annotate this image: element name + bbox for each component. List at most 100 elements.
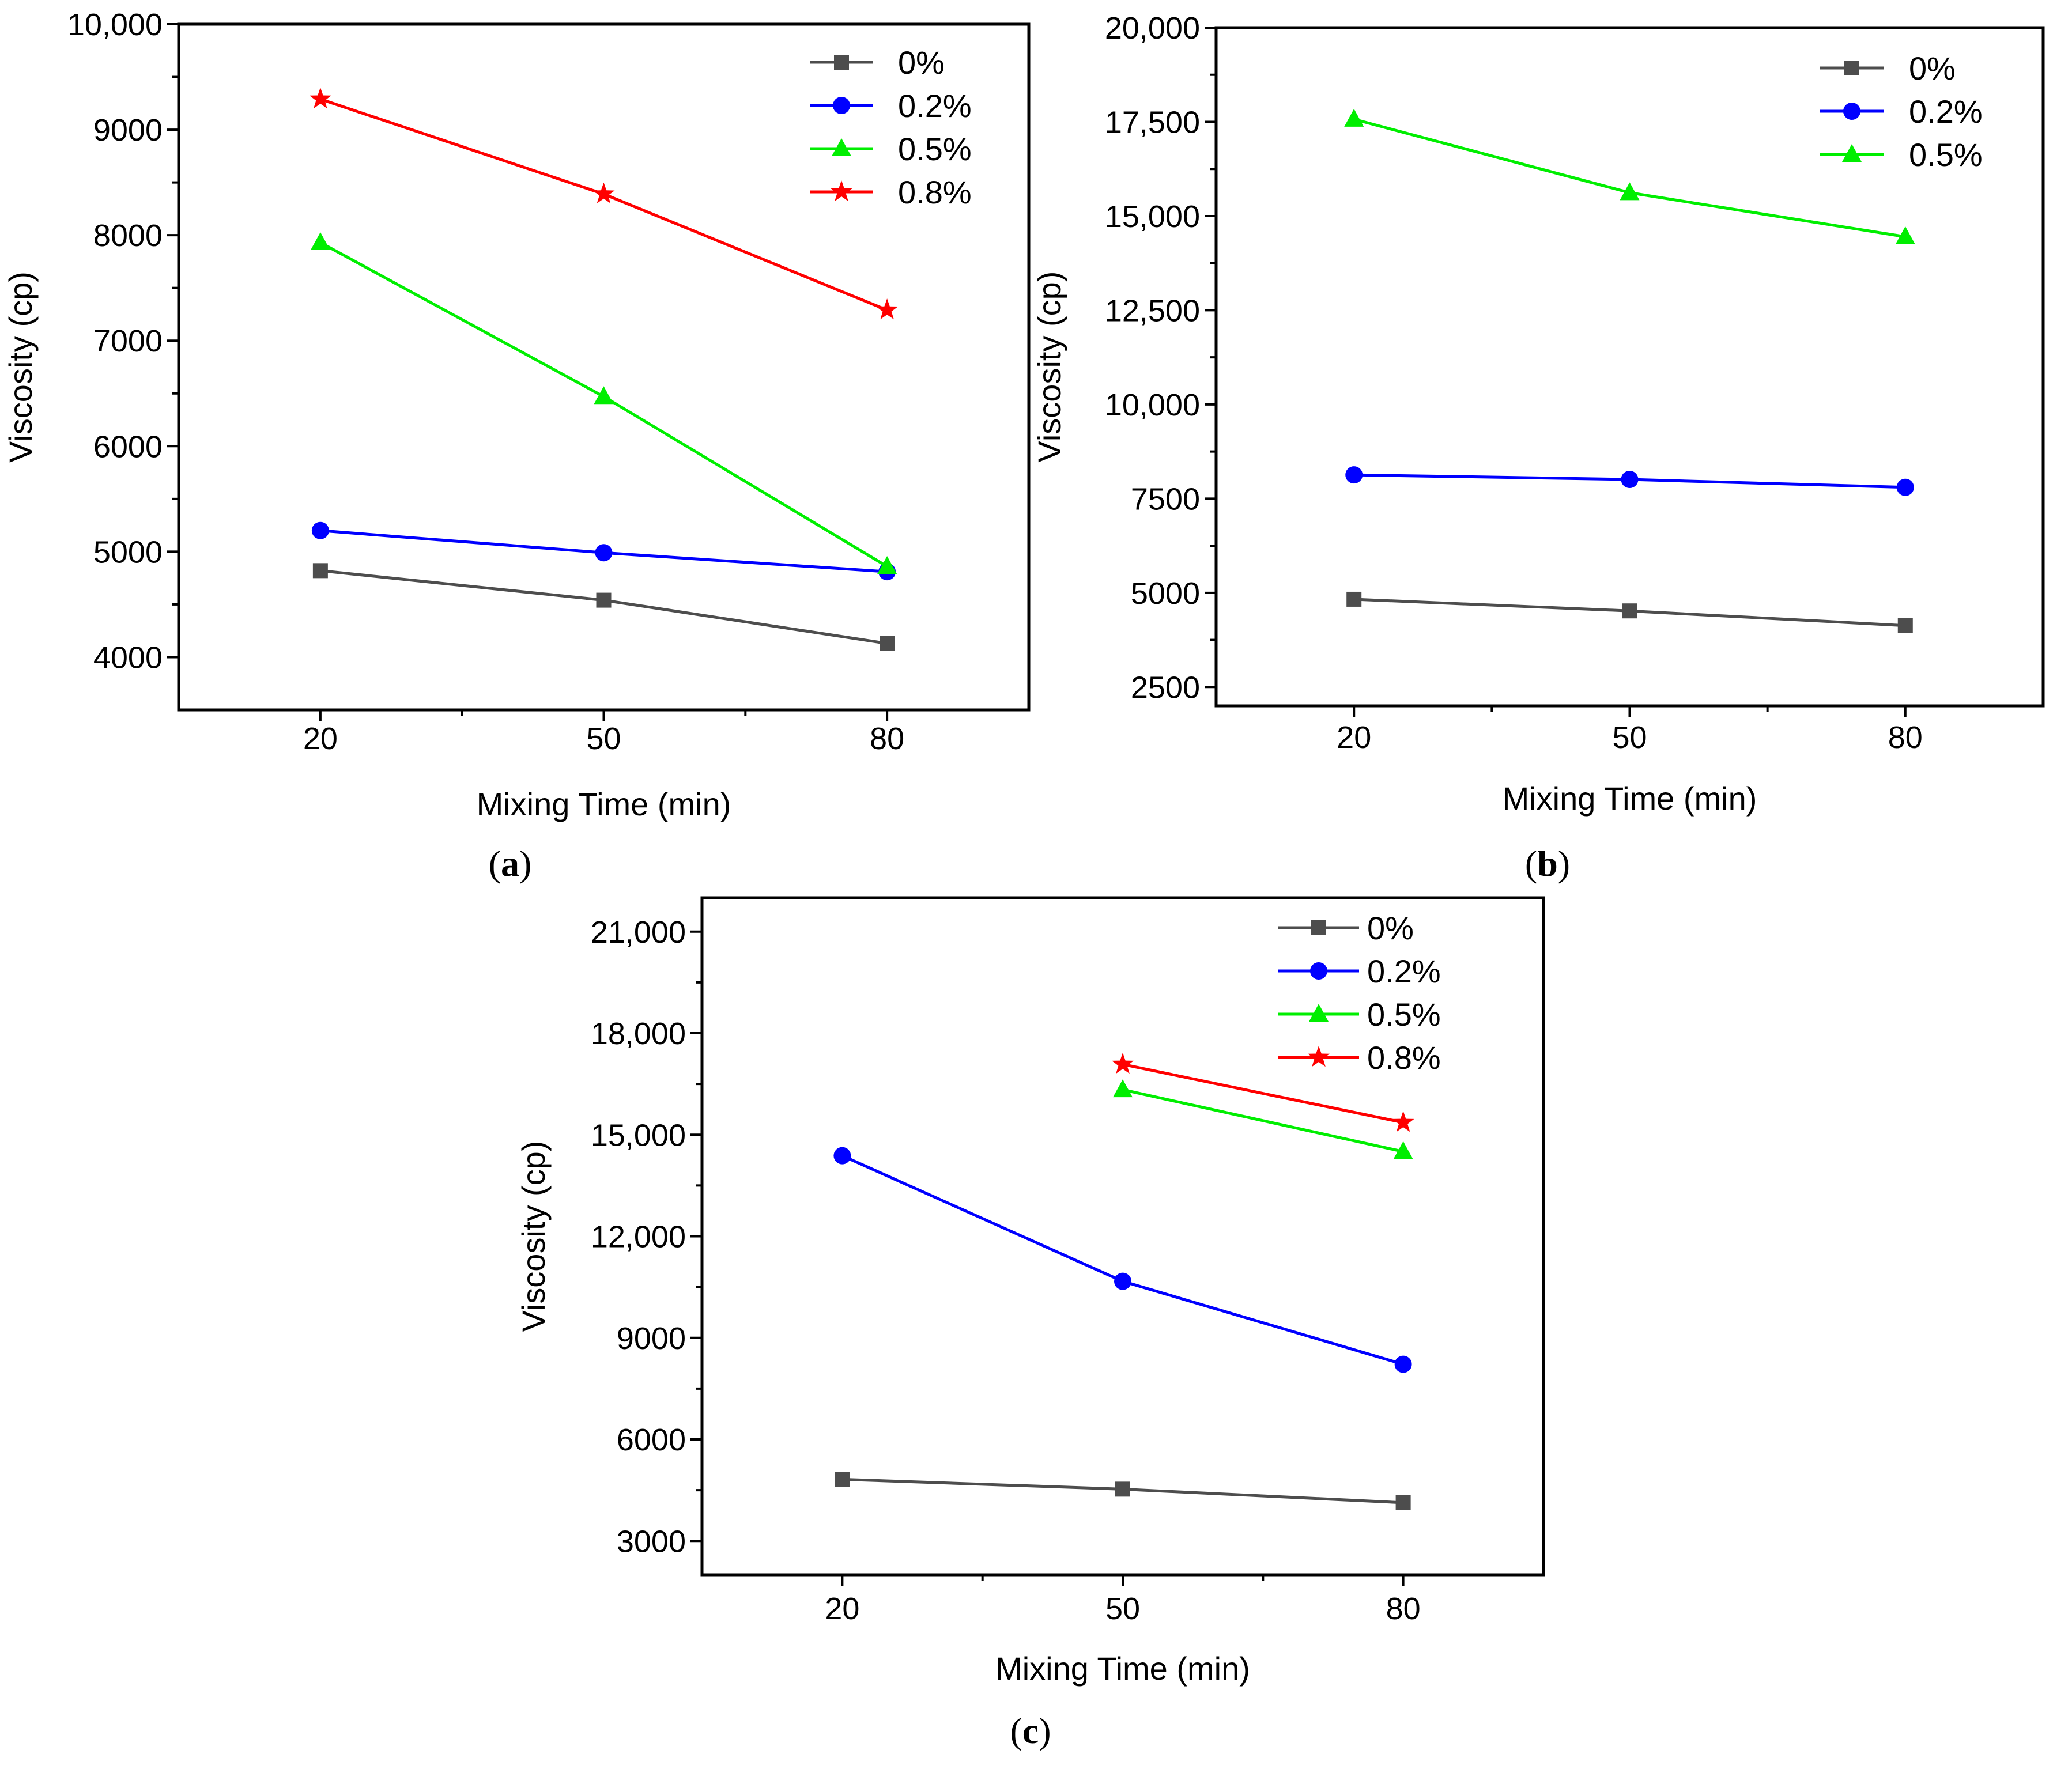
legend-entry: 0.5% (1820, 137, 1983, 173)
y-axis-title: Viscosity (cp) (2, 271, 39, 463)
data-point (1896, 478, 1914, 496)
legend-marker (1308, 1046, 1330, 1067)
x-tick-label: 20 (825, 1592, 859, 1626)
legend-entry: 0% (1820, 50, 1956, 86)
data-point (880, 636, 895, 651)
y-tick-label: 5000 (93, 535, 163, 569)
legend-label: 0.2% (1909, 93, 1983, 130)
legend-marker (1842, 144, 1862, 162)
legend-marker (1310, 962, 1327, 980)
y-tick-label: 3000 (617, 1524, 686, 1559)
y-tick-label: 4000 (93, 640, 163, 675)
data-point (1393, 1141, 1413, 1159)
data-point (1114, 1272, 1131, 1290)
x-tick-label: 80 (870, 721, 904, 756)
data-point (1392, 1111, 1414, 1132)
y-axis-title: Viscosity (cp) (515, 1141, 552, 1332)
y-tick-label: 12,500 (1105, 293, 1200, 328)
legend-label: 0.2% (898, 88, 972, 124)
legend-entry: 0.5% (810, 131, 972, 167)
data-point (596, 592, 612, 608)
legend-entry: 0.5% (1278, 996, 1441, 1033)
data-point (594, 386, 614, 405)
legend-marker (834, 55, 849, 70)
data-point (312, 563, 328, 579)
x-tick-label: 80 (1386, 1592, 1421, 1626)
y-tick-label: 2500 (1131, 670, 1200, 705)
panel-label-letter: b (1537, 843, 1558, 884)
legend-label: 0.5% (1367, 996, 1441, 1033)
series-0.5% (1113, 1079, 1413, 1159)
y-tick-label: 12,000 (591, 1220, 686, 1254)
y-tick-label: 6000 (93, 429, 163, 464)
data-point (595, 544, 613, 562)
y-tick-label: 18,000 (591, 1016, 686, 1051)
y-tick-label: 7000 (93, 324, 163, 358)
data-point (309, 88, 331, 109)
y-tick-label: 9000 (93, 113, 163, 148)
series-0% (1346, 591, 1913, 633)
data-point (1622, 603, 1637, 619)
panel-label: (c) (1010, 1710, 1051, 1751)
series-0.5% (310, 232, 897, 574)
x-tick-label: 50 (586, 721, 621, 756)
legend-entry: 0% (810, 44, 945, 81)
data-point (592, 182, 615, 203)
legend-label: 0% (1909, 50, 1956, 86)
series-0.5% (1344, 108, 1915, 244)
data-point (1345, 466, 1363, 484)
panel-label-letter: c (1022, 1710, 1039, 1751)
panel-label-letter: a (501, 843, 519, 884)
legend-marker (1843, 103, 1860, 120)
legend-entry: 0.2% (810, 88, 972, 124)
y-tick-label: 5000 (1131, 576, 1200, 611)
legend-label: 0.8% (898, 174, 972, 210)
y-tick-label: 8000 (93, 218, 163, 253)
series-0.8% (309, 88, 899, 320)
y-tick-label: 15,000 (591, 1118, 686, 1152)
data-point (1112, 1053, 1134, 1074)
panel-c: 3000 6000 9000 12,000 15,000 18,000 21,000 20 50… (515, 896, 1545, 1751)
x-tick-label: 50 (1105, 1592, 1140, 1626)
panel-b: 2500 5000 7500 10,000 12,500 15,000 17,500 20,0… (1031, 11, 2045, 884)
data-point (835, 1472, 850, 1487)
legend-label: 0.5% (1909, 137, 1983, 173)
data-point (1344, 108, 1364, 127)
series-0.8% (1112, 1053, 1414, 1132)
x-tick-label: 80 (1888, 720, 1923, 755)
legend-entry: 0.2% (1820, 93, 1983, 130)
x-tick-label: 50 (1612, 720, 1647, 755)
legend-entry: 0.2% (1278, 953, 1441, 989)
y-tick-label: 17,500 (1105, 105, 1200, 139)
y-tick-label: 7500 (1131, 482, 1200, 516)
y-tick-label: 20,000 (1105, 11, 1200, 46)
legend-label: 0% (898, 44, 945, 81)
legend-label: 0.5% (898, 131, 972, 167)
legend-marker (1844, 61, 1859, 75)
panel-a: 4000 5000 6000 7000 8000 9000 10,000 20 50 80 Mixi… (2, 7, 1031, 884)
data-point (1394, 1355, 1412, 1373)
series-0.2% (1345, 466, 1914, 496)
legend-entry: 0.8% (810, 174, 972, 210)
panel-label: (b) (1525, 843, 1570, 884)
y-tick-label: 10,000 (1105, 388, 1200, 422)
data-point (1115, 1481, 1130, 1497)
legend-marker (1309, 1004, 1329, 1022)
data-point (1897, 618, 1913, 633)
x-tick-label: 20 (303, 721, 338, 756)
data-point (310, 232, 330, 250)
data-point (1895, 226, 1915, 244)
data-point (1395, 1495, 1411, 1510)
series-0% (312, 563, 895, 651)
y-tick-label: 21,000 (591, 915, 686, 950)
legend-marker (831, 180, 852, 202)
legend-entry: 0% (1278, 910, 1414, 946)
data-point (1113, 1079, 1133, 1098)
series-0% (835, 1472, 1411, 1510)
legend-label: 0.2% (1367, 953, 1441, 989)
series-line (1122, 1063, 1404, 1124)
data-point (876, 298, 899, 320)
series-line (1122, 1088, 1404, 1154)
y-tick-label: 15,000 (1105, 199, 1200, 234)
